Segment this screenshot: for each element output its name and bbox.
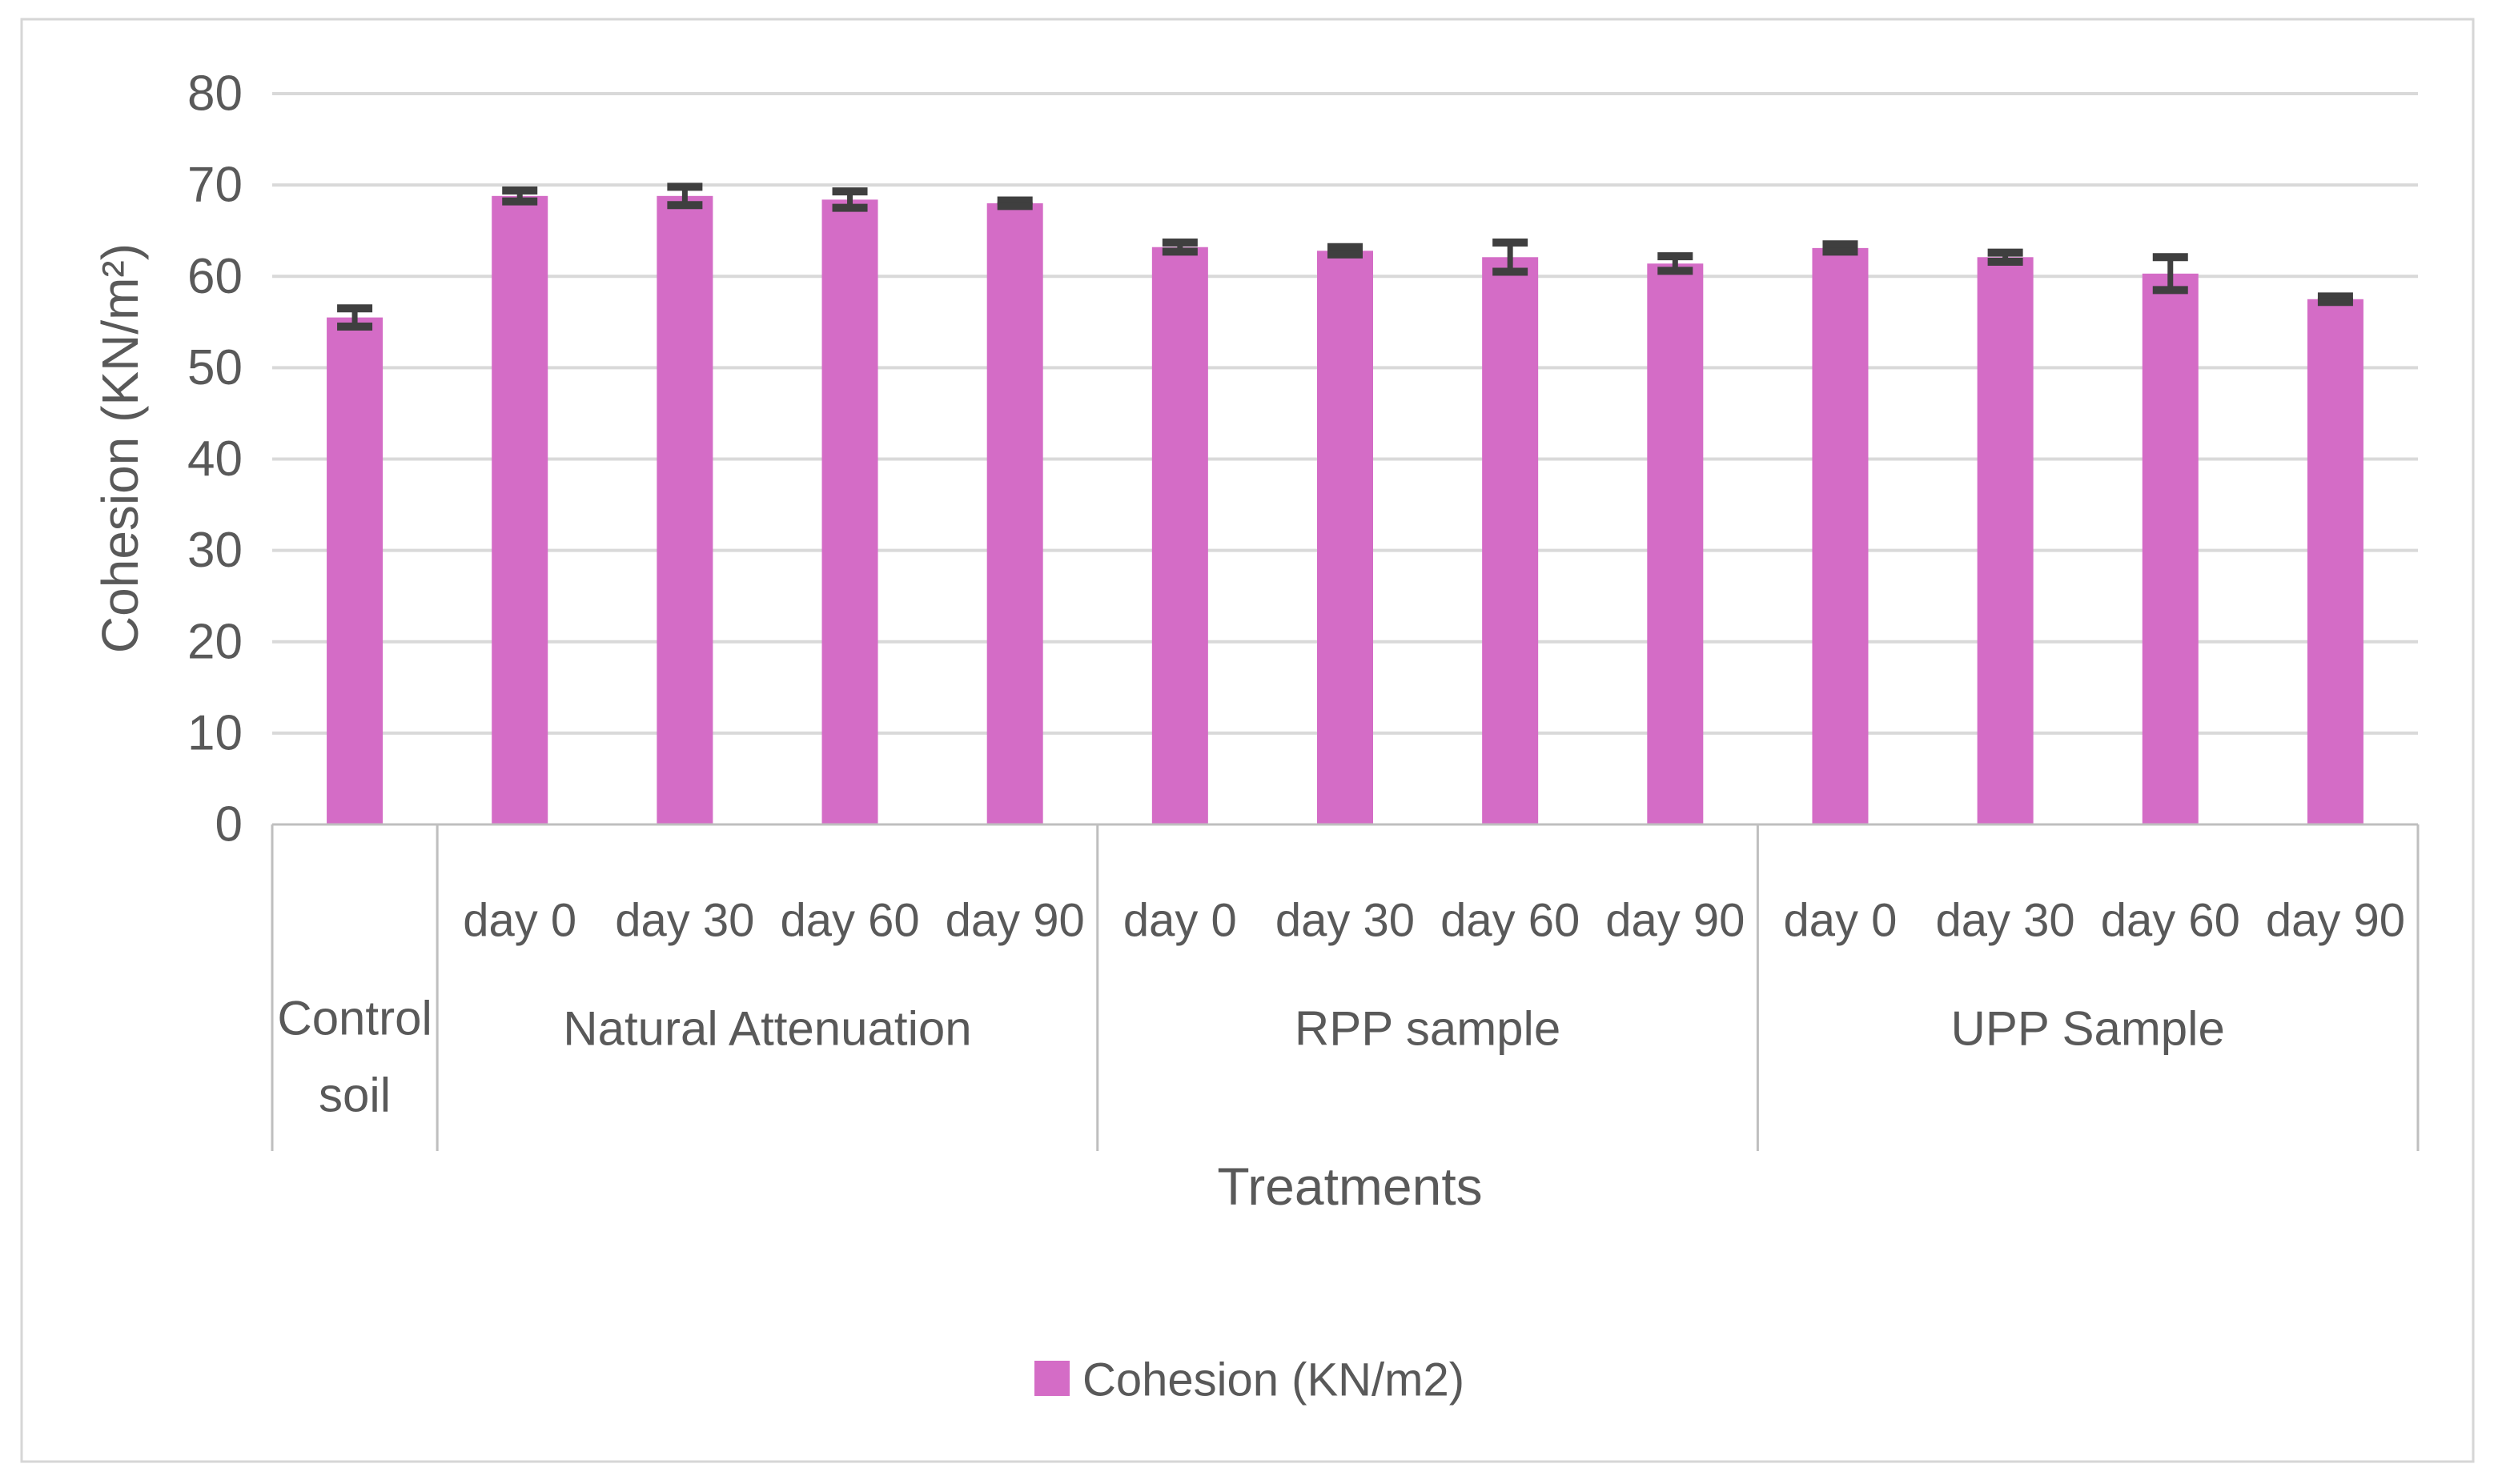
group-label: Control bbox=[277, 992, 432, 1045]
error-bar bbox=[502, 186, 538, 206]
group-label: UPP Sample bbox=[1950, 1002, 2224, 1056]
bar bbox=[2307, 299, 2363, 824]
y-tick-label: 40 bbox=[187, 431, 243, 487]
error-bar bbox=[2152, 253, 2188, 295]
bar bbox=[492, 195, 548, 824]
y-tick-label: 70 bbox=[187, 158, 243, 213]
legend-color-swatch bbox=[1034, 1361, 1070, 1396]
day-label: day 30 bbox=[1936, 895, 2075, 947]
bar bbox=[2142, 273, 2199, 824]
error-bar bbox=[2317, 292, 2353, 307]
error-bar bbox=[1987, 248, 2023, 266]
bar bbox=[1151, 247, 1208, 825]
y-tick-label: 20 bbox=[187, 614, 243, 669]
day-label: day 0 bbox=[1123, 895, 1237, 947]
bar bbox=[1977, 257, 2034, 824]
y-tick-label: 30 bbox=[187, 523, 243, 578]
bar bbox=[327, 317, 384, 824]
category-labels-layer: 0 10 20 30 40 50 60 70 80 day 0 day 30 day 60 day 90… bbox=[187, 66, 2405, 1122]
bar bbox=[821, 199, 878, 824]
error-bar bbox=[1162, 239, 1198, 256]
bar bbox=[657, 195, 713, 824]
group-label: soil bbox=[319, 1069, 391, 1122]
y-tick-label: 0 bbox=[215, 797, 243, 852]
chart-border bbox=[20, 18, 2475, 1463]
error-bar bbox=[1327, 243, 1363, 259]
error-bar bbox=[1822, 240, 1858, 256]
day-label: day 30 bbox=[615, 895, 754, 947]
bar bbox=[1317, 251, 1373, 824]
error-bar bbox=[337, 304, 373, 331]
day-label: day 60 bbox=[2101, 895, 2240, 947]
x-axis-title: Treatments bbox=[1217, 1157, 1482, 1216]
error-bar bbox=[1657, 252, 1693, 275]
bar bbox=[1812, 247, 1869, 825]
day-label: day 60 bbox=[1440, 895, 1580, 947]
y-tick-label: 60 bbox=[187, 249, 243, 304]
bar bbox=[1647, 263, 1704, 825]
group-label: Natural Attenuation bbox=[563, 1002, 971, 1056]
legend: Cohesion (KN/m2) bbox=[1034, 1354, 1464, 1406]
axis-layer bbox=[271, 823, 2420, 1151]
error-bar bbox=[667, 182, 703, 210]
error-bars-layer bbox=[337, 182, 2353, 331]
bar bbox=[986, 203, 1043, 824]
day-label: day 30 bbox=[1275, 895, 1415, 947]
day-label: day 90 bbox=[1605, 895, 1745, 947]
error-bar bbox=[997, 196, 1033, 211]
y-tick-label: 50 bbox=[187, 340, 243, 395]
error-bar bbox=[1492, 239, 1528, 276]
legend-label: Cohesion (KN/m2) bbox=[1082, 1354, 1464, 1406]
day-label: day 60 bbox=[780, 895, 919, 947]
y-tick-label: 10 bbox=[187, 705, 243, 760]
bar bbox=[1482, 257, 1539, 824]
bars-layer bbox=[327, 195, 2363, 825]
day-label: day 90 bbox=[2266, 895, 2405, 947]
day-label: day 90 bbox=[946, 895, 1085, 947]
error-bar bbox=[832, 187, 868, 212]
day-label: day 0 bbox=[1784, 895, 1898, 947]
group-label: RPP sample bbox=[1295, 1002, 1560, 1056]
day-label: day 0 bbox=[463, 895, 576, 947]
y-axis-title: Cohesion (KN/m²) bbox=[91, 243, 149, 653]
y-tick-label: 80 bbox=[187, 66, 243, 122]
